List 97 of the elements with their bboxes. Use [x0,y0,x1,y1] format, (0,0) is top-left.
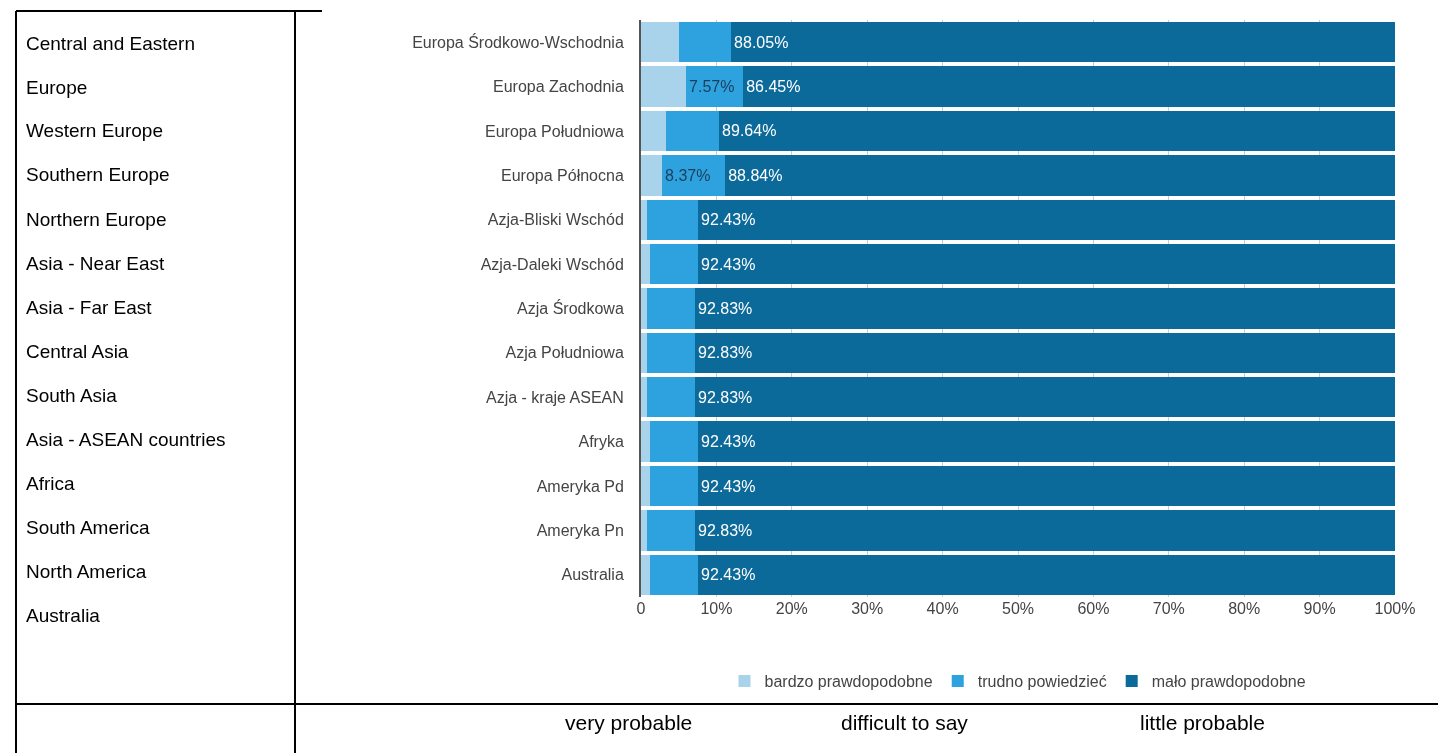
bar [698,465,1395,507]
bar [650,554,699,595]
text: Asia - Near East [26,253,166,274]
legend-label: mało prawdopodobne [1151,673,1306,691]
bar [641,554,651,595]
x-tick-label: 60% [1077,600,1110,617]
bar [698,243,1395,285]
y-tick-label: Afryka [578,433,624,451]
data-label: 7.57% [689,78,735,96]
x-tick-label: 90% [1303,600,1336,617]
bar [695,288,1395,329]
y-tick-label: Europa Południowa [485,122,624,140]
bar [647,199,699,240]
x-tick-label: 40% [926,600,959,617]
data-label: 92.43% [701,433,756,451]
bar [719,110,1395,152]
data-label: 88.84% [728,166,783,184]
data-label: 92.43% [701,211,756,229]
x-tick-label: 50% [1001,600,1035,617]
y-tick-label: Australia [561,566,624,584]
bar [647,510,696,551]
bar [641,243,651,285]
data-label: 8.37% [665,166,711,184]
bar [641,332,648,374]
bar [725,155,1395,196]
text: Western Europe [26,120,163,141]
text: Asia - Far East [26,297,153,318]
text: very probable [565,711,693,734]
data-label: 86.45% [746,78,801,96]
bar [641,155,663,196]
x-tick-label: 20% [775,600,808,617]
x-tick-label: 30% [851,600,884,617]
bar [650,243,699,285]
text: Asia - ASEAN countries [26,429,226,450]
bar [695,332,1395,374]
bar [695,377,1395,418]
y-tick-label: Azja - kraje ASEAN [485,388,624,406]
data-label: 92.43% [701,255,756,273]
bar [647,332,696,374]
bar [641,288,648,329]
bar [641,421,651,462]
y-tick-label: Europa Środkowo-Wschodnia [412,32,624,51]
x-tick-label: 80% [1228,600,1261,617]
bar [650,465,699,507]
bar [647,377,696,418]
y-tick-label: Azja Środkowa [517,299,624,318]
text: Africa [26,473,75,494]
bar [695,510,1395,551]
bar [731,22,1395,63]
bar [641,510,648,551]
y-tick-label: Azja Południowa [505,344,624,362]
y-tick-label: Ameryka Pd [536,477,624,495]
text: difficult to say [841,711,969,734]
bar [698,554,1395,595]
x-tick-label: 100% [1374,600,1416,617]
y-tick-label: Europa Zachodnia [493,78,624,96]
data-label: 89.64% [722,122,777,140]
text: North America [26,561,147,582]
y-tick-label: Azja-Daleki Wschód [480,255,624,273]
y-tick-label: Ameryka Pn [536,522,624,540]
bar [641,465,651,507]
bar [686,66,744,107]
text: South Asia [26,385,118,406]
bar [641,377,648,418]
text: Central and Eastern Europe [26,33,195,98]
data-label: 92.43% [701,477,756,495]
bar [647,288,696,329]
bar [743,66,1395,107]
bar [665,110,720,152]
data-label: 92.83% [698,300,753,318]
data-label: 92.83% [698,521,753,539]
x-tick-label: 70% [1152,600,1185,617]
y-tick-label: Azja-Bliski Wschód [487,211,624,229]
data-label: 92.83% [698,388,753,406]
text: Southern Europe [26,164,170,185]
data-label: 92.83% [698,344,753,362]
bar [641,199,648,240]
x-tick-label: 10% [700,600,733,617]
bar [641,110,666,152]
bar [678,22,732,63]
legend-label: trudno powiedzieć [977,673,1107,691]
bar [641,66,687,107]
text: South America [26,517,150,538]
bar [698,199,1395,240]
data-label: 88.05% [734,33,789,51]
data-label: 92.43% [701,566,756,584]
bar [650,421,699,462]
text: little probable [1140,711,1265,734]
bar [662,155,726,196]
bar [641,22,679,63]
bar [698,421,1395,462]
text: Australia [26,605,101,626]
legend-label: bardzo prawdopodobne [764,673,933,691]
y-tick-label: Europa Północna [501,166,624,184]
x-tick-label: 0 [636,600,646,617]
text: Central Asia [26,341,129,362]
text: Northern Europe [26,209,167,230]
